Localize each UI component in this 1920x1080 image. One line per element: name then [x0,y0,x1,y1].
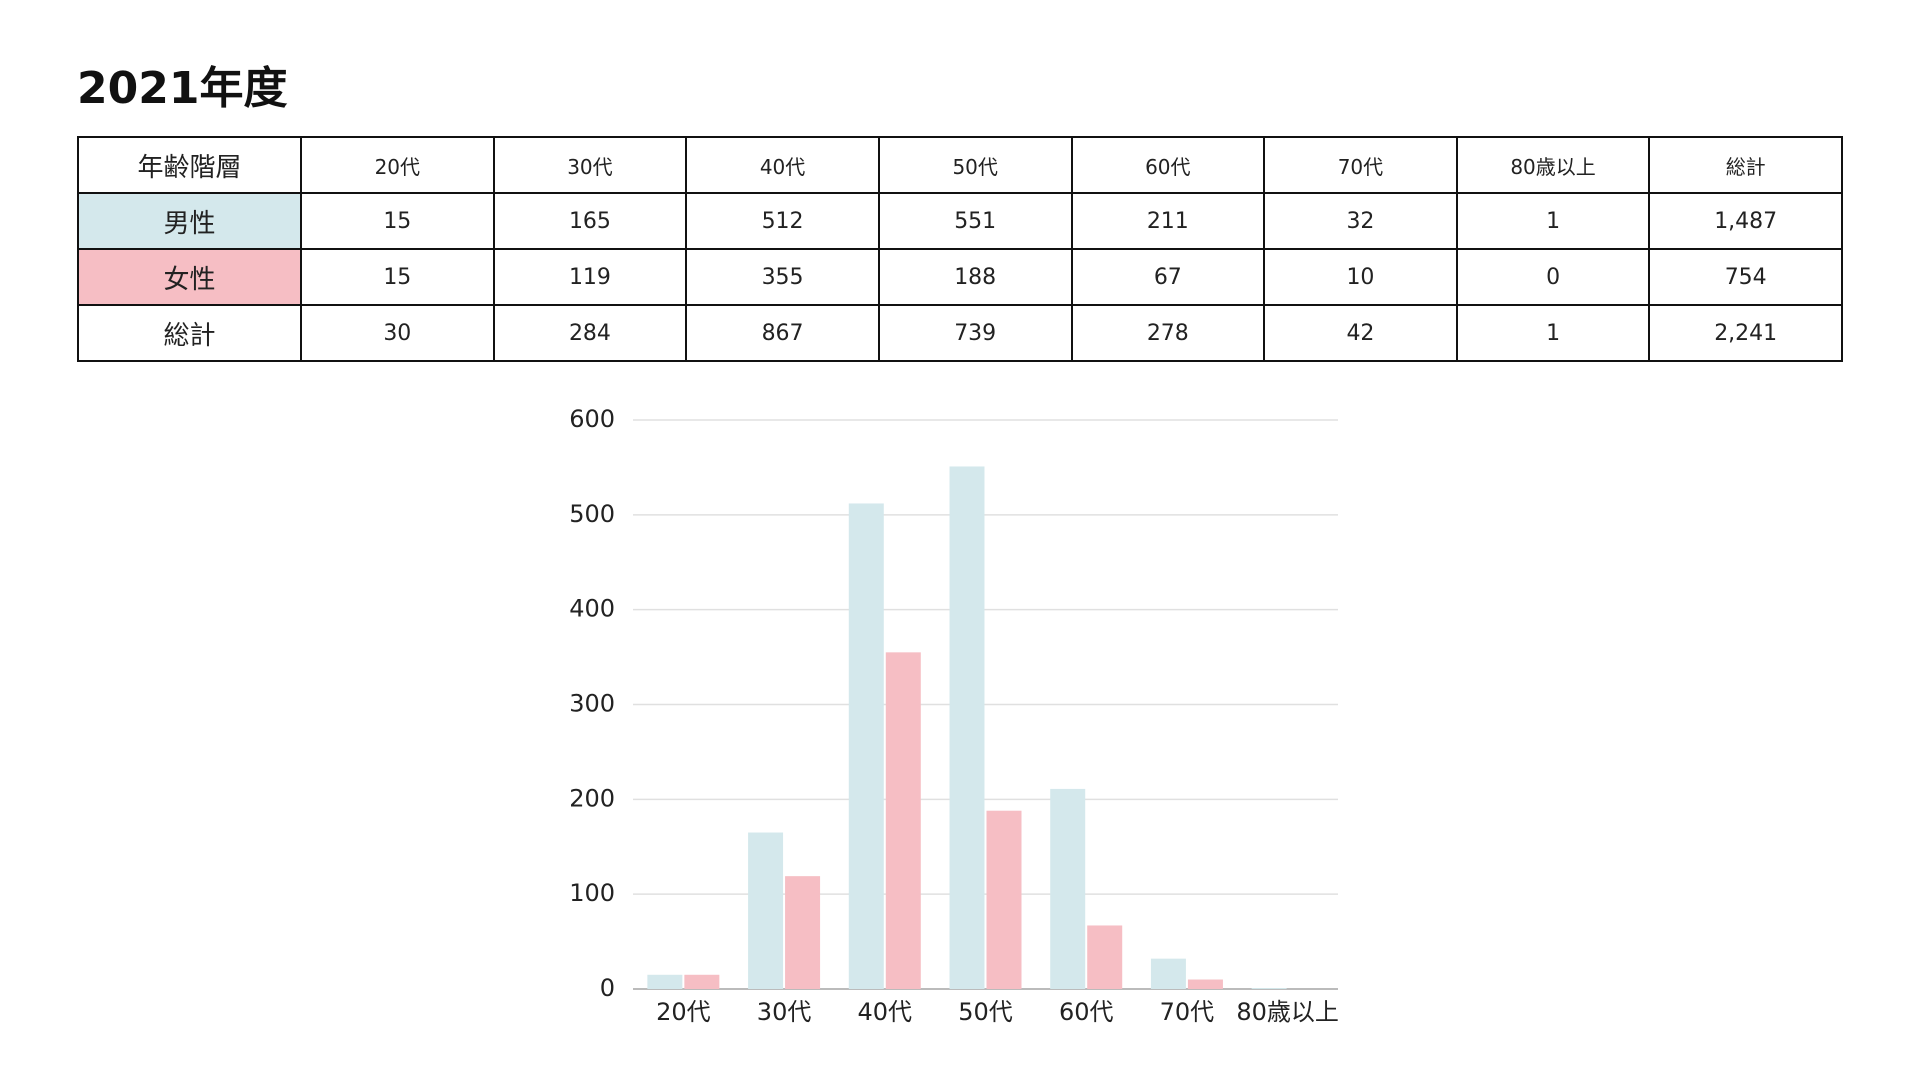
data-table: 年齢階層 20代 30代 40代 50代 60代 70代 80歳以上 総計 男性 15 165 512 5… [77,136,1843,362]
table-cell: 512 [685,192,880,250]
y-tick-label: 100 [569,879,615,907]
table-cell: 30 [300,304,495,362]
table-cell: 1,487 [1648,192,1843,250]
table-cell: 60代 [1070,136,1266,194]
y-tick-label: 400 [569,595,615,623]
row-label: 女性 [77,248,302,306]
bar [949,466,985,989]
bar [1050,788,1086,989]
y-tick-label: 200 [569,784,615,812]
table-cell: 1 [1455,304,1651,362]
bar [1187,979,1223,989]
table-cell: 551 [877,192,1073,250]
table-cell: 30代 [492,136,688,194]
table-cell: 188 [877,248,1073,306]
table-cell: 211 [1070,192,1266,250]
x-tick-label: 80歳以上 [1236,998,1339,1026]
row-label: 総計 [77,304,302,362]
bar [848,503,884,989]
table-cell: 278 [1070,304,1266,362]
x-tick-label: 30代 [757,998,812,1026]
table-cell: 50代 [877,136,1073,194]
table-cell: 754 [1648,248,1843,306]
bar [885,652,921,989]
y-tick-label: 300 [569,690,615,718]
table-cell: 総計 [1648,136,1843,194]
table-row: 男性 15 165 512 551 211 32 1 1,487 [77,192,1843,250]
table-cell: 15 [300,248,495,306]
table-cell: 20代 [300,136,495,194]
table-cell: 284 [492,304,688,362]
table-cell: 80歳以上 [1455,136,1651,194]
row-label: 男性 [77,192,302,250]
table-cell: 40代 [685,136,880,194]
table-row: 年齢階層 20代 30代 40代 50代 60代 70代 80歳以上 総計 [77,136,1843,194]
table-cell: 165 [492,192,688,250]
table-row: 総計 30 284 867 739 278 42 1 2,241 [77,304,1843,362]
table-cell: 355 [685,248,880,306]
row-label: 年齢階層 [77,136,302,194]
x-tick-label: 60代 [1059,998,1114,1026]
table-cell: 1 [1455,192,1651,250]
table-cell: 0 [1455,248,1651,306]
bar [1087,925,1123,989]
y-tick-label: 0 [600,974,615,1002]
bar [986,810,1022,989]
bar [785,876,821,989]
table-cell: 67 [1070,248,1266,306]
x-tick-label: 20代 [656,998,711,1026]
y-tick-label: 500 [569,500,615,528]
table-cell: 70代 [1263,136,1458,194]
table-cell: 15 [300,192,495,250]
bar [748,832,784,989]
table-cell: 739 [877,304,1073,362]
table-cell: 2,241 [1648,304,1843,362]
table-cell: 119 [492,248,688,306]
table-row: 女性 15 119 355 188 67 10 0 754 [77,248,1843,306]
slide-title: 2021年度 [77,63,288,114]
table-cell: 42 [1263,304,1458,362]
bar [1251,988,1287,989]
y-tick-label: 600 [569,405,615,433]
x-tick-label: 70代 [1160,998,1215,1026]
x-tick-label: 50代 [958,998,1013,1026]
bar [647,974,683,989]
table-cell: 32 [1263,192,1458,250]
table-cell: 867 [685,304,880,362]
bar [684,974,720,989]
x-tick-label: 40代 [858,998,913,1026]
table-cell: 10 [1263,248,1458,306]
bar [1150,958,1186,989]
